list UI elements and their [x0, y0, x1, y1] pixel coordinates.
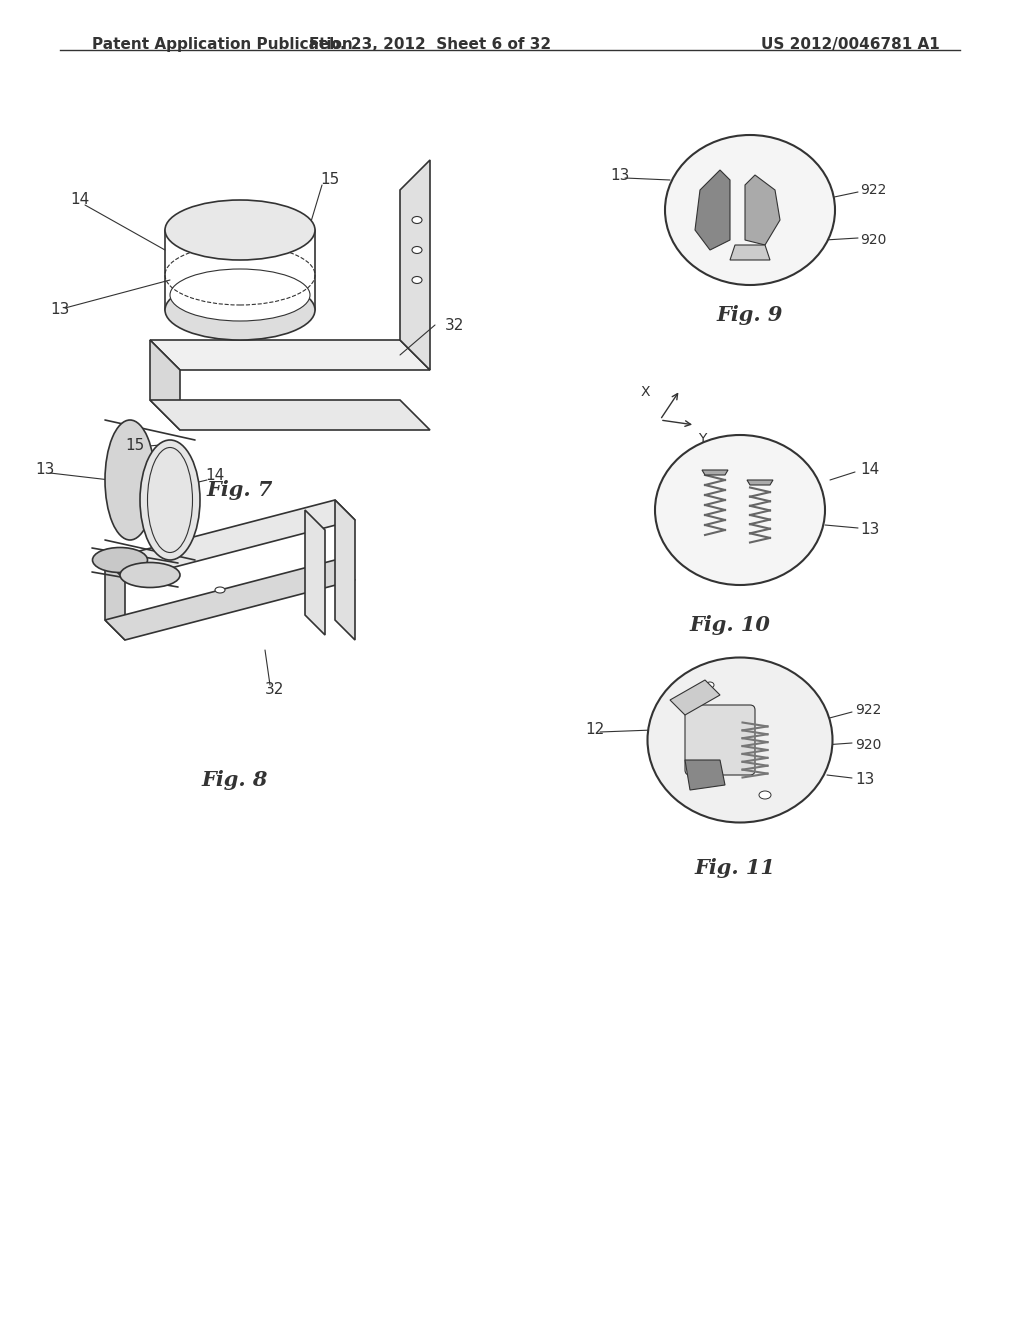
Text: 13: 13 [50, 302, 70, 318]
Ellipse shape [92, 548, 147, 573]
Polygon shape [702, 470, 728, 475]
Ellipse shape [665, 135, 835, 285]
Ellipse shape [165, 201, 315, 260]
Polygon shape [305, 510, 325, 635]
Ellipse shape [256, 223, 264, 227]
Text: 32: 32 [265, 682, 285, 697]
Ellipse shape [216, 223, 224, 227]
Text: 920: 920 [860, 234, 887, 247]
Ellipse shape [759, 791, 771, 799]
Text: 922: 922 [860, 183, 887, 197]
Ellipse shape [177, 477, 183, 480]
Text: 13: 13 [35, 462, 54, 478]
Polygon shape [105, 560, 355, 640]
Text: 14: 14 [70, 193, 89, 207]
Ellipse shape [655, 436, 825, 585]
Ellipse shape [271, 228, 279, 232]
Ellipse shape [412, 247, 422, 253]
Text: 12: 12 [585, 722, 604, 738]
FancyBboxPatch shape [685, 705, 755, 775]
Text: 13: 13 [860, 523, 880, 537]
Ellipse shape [140, 440, 200, 560]
Ellipse shape [170, 269, 310, 321]
Ellipse shape [236, 238, 244, 242]
Ellipse shape [187, 498, 193, 502]
Polygon shape [150, 341, 430, 370]
Polygon shape [670, 680, 720, 715]
Ellipse shape [215, 587, 225, 593]
Ellipse shape [706, 682, 714, 688]
Polygon shape [730, 246, 770, 260]
Text: 13: 13 [165, 453, 184, 467]
Polygon shape [105, 500, 355, 579]
Ellipse shape [147, 498, 153, 502]
Text: Fig. 7: Fig. 7 [207, 480, 273, 500]
Ellipse shape [412, 216, 422, 223]
Ellipse shape [201, 228, 209, 232]
Text: Feb. 23, 2012  Sheet 6 of 32: Feb. 23, 2012 Sheet 6 of 32 [309, 37, 551, 51]
Polygon shape [746, 480, 773, 484]
Text: 14: 14 [860, 462, 880, 478]
Text: Fig. 11: Fig. 11 [694, 858, 775, 878]
Text: 920: 920 [855, 738, 882, 752]
Text: Fig. 10: Fig. 10 [689, 615, 770, 635]
Polygon shape [685, 760, 725, 789]
Text: X: X [640, 385, 650, 399]
Ellipse shape [105, 420, 155, 540]
Polygon shape [150, 341, 180, 430]
Text: Fig. 9: Fig. 9 [717, 305, 783, 325]
Ellipse shape [412, 276, 422, 284]
Text: 13: 13 [855, 772, 874, 788]
Text: Y: Y [697, 432, 707, 446]
Polygon shape [745, 176, 780, 246]
Ellipse shape [647, 657, 833, 822]
Polygon shape [105, 560, 125, 640]
Polygon shape [335, 500, 355, 640]
Ellipse shape [157, 520, 163, 524]
Text: 32: 32 [445, 318, 465, 333]
Text: 13: 13 [610, 168, 630, 182]
Text: US 2012/0046781 A1: US 2012/0046781 A1 [761, 37, 940, 51]
Polygon shape [150, 400, 430, 430]
Ellipse shape [157, 477, 163, 480]
Polygon shape [695, 170, 730, 249]
Ellipse shape [120, 562, 180, 587]
Ellipse shape [165, 280, 315, 341]
Text: Patent Application Publication: Patent Application Publication [92, 37, 352, 51]
Polygon shape [400, 160, 430, 370]
Text: 14: 14 [205, 467, 224, 483]
Text: 15: 15 [125, 437, 144, 453]
Text: Fig. 8: Fig. 8 [202, 770, 268, 789]
Ellipse shape [177, 520, 183, 524]
Text: 15: 15 [319, 173, 339, 187]
Text: 922: 922 [855, 704, 882, 717]
